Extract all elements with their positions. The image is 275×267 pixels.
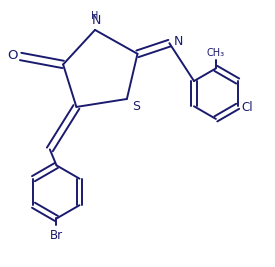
Text: S: S: [132, 100, 140, 113]
Text: H: H: [91, 11, 99, 21]
Text: O: O: [7, 49, 18, 62]
Text: N: N: [92, 14, 101, 27]
Text: CH₃: CH₃: [207, 48, 225, 58]
Text: N: N: [173, 35, 183, 48]
Text: Br: Br: [50, 229, 63, 242]
Text: Cl: Cl: [242, 101, 253, 114]
